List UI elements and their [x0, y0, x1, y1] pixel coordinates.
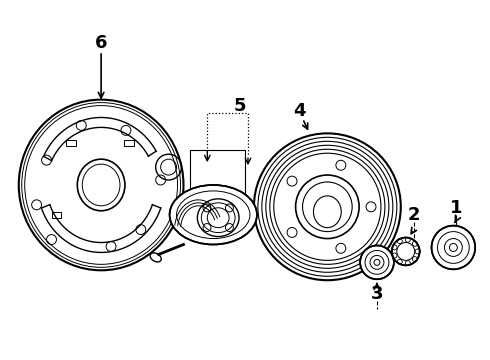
FancyBboxPatch shape: [191, 150, 245, 218]
Ellipse shape: [170, 185, 257, 244]
Text: 3: 3: [371, 285, 383, 303]
Text: 6: 6: [95, 34, 107, 52]
Text: 5: 5: [234, 96, 246, 114]
Text: 1: 1: [450, 199, 463, 217]
Circle shape: [360, 246, 394, 279]
Circle shape: [392, 238, 419, 265]
Circle shape: [432, 226, 475, 269]
Text: 4: 4: [294, 102, 306, 120]
Text: 2: 2: [408, 206, 420, 224]
